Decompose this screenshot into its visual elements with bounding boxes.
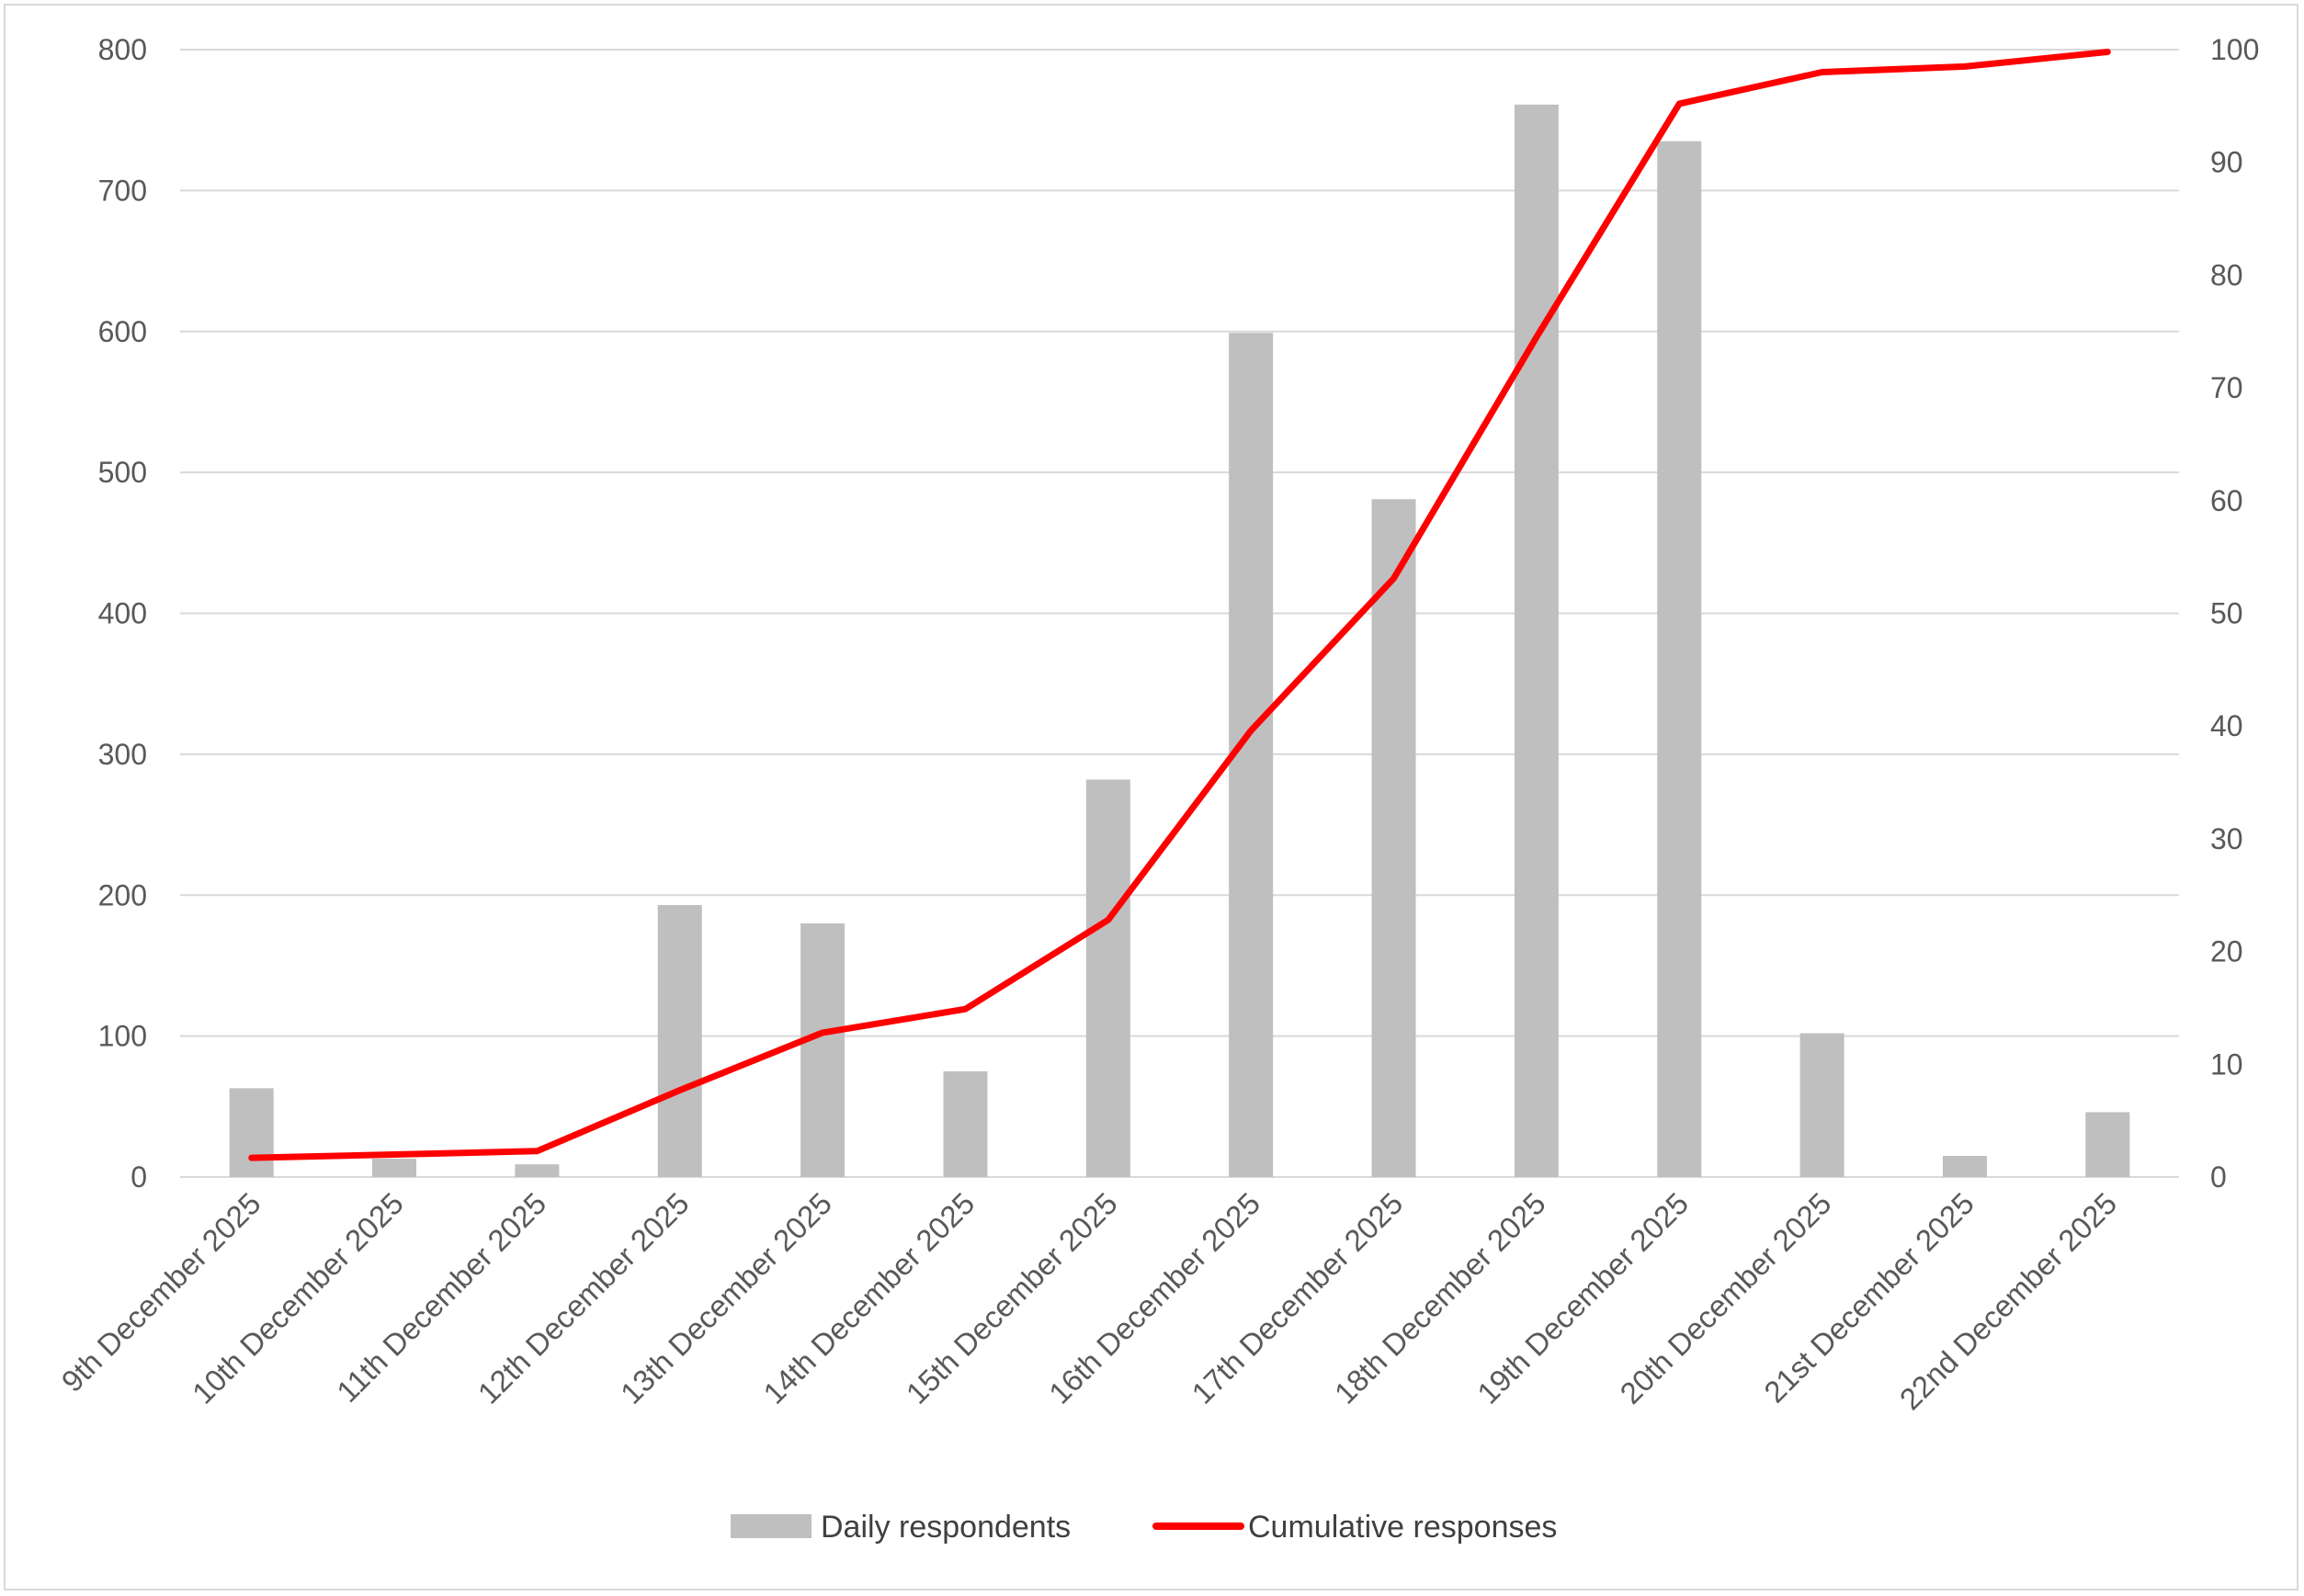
bar (2085, 1112, 2130, 1177)
right-y-tick-label: 40 (2210, 709, 2243, 742)
right-y-tick-label: 80 (2210, 258, 2243, 291)
right-y-tick-label: 60 (2210, 484, 2243, 517)
bar (800, 923, 846, 1177)
left-y-tick-label: 700 (98, 174, 147, 207)
bar (1514, 104, 1559, 1177)
bar (1657, 141, 1702, 1178)
right-y-tick-label: 70 (2210, 371, 2243, 404)
left-y-tick-label: 100 (98, 1020, 147, 1053)
bar-series-daily-respondents (229, 104, 2130, 1178)
right-y-tick-label: 20 (2210, 935, 2243, 968)
legend-label-daily-respondents: Daily respondents (821, 1510, 1071, 1545)
bar (1942, 1155, 1987, 1177)
right-y-tick-label: 10 (2210, 1047, 2243, 1081)
legend-label-cumulative-responses: Cumulative responses (1248, 1510, 1557, 1545)
legend-swatch-daily-respondents (731, 1514, 812, 1538)
right-y-tick-label: 30 (2210, 822, 2243, 855)
left-y-tick-label: 800 (98, 33, 147, 66)
gridlines (180, 49, 2179, 1178)
left-y-tick-label: 200 (98, 878, 147, 911)
left-y-tick-label: 0 (131, 1160, 147, 1194)
right-y-axis: 0 10 20 30 40 50 60 70 80 90 100 (2210, 33, 2259, 1194)
left-y-tick-label: 500 (98, 456, 147, 489)
bar (943, 1070, 988, 1177)
right-y-tick-label: 50 (2210, 597, 2243, 630)
left-y-axis: 0 100 200 300 400 500 600 700 800 (98, 33, 147, 1194)
bar (1799, 1033, 1844, 1177)
left-y-tick-label: 300 (98, 738, 147, 771)
bar (372, 1159, 417, 1177)
right-y-tick-label: 0 (2210, 1160, 2227, 1194)
chart-frame (4, 4, 2298, 1590)
bar (515, 1164, 560, 1177)
left-y-tick-label: 400 (98, 597, 147, 630)
line-series-cumulative-responses (248, 49, 2111, 1161)
right-y-tick-label: 90 (2210, 146, 2243, 179)
left-y-tick-label: 600 (98, 315, 147, 348)
bar (657, 904, 702, 1177)
bar (1371, 499, 1416, 1177)
cumulative-line (248, 49, 2111, 1161)
right-y-tick-label: 100 (2210, 33, 2259, 66)
legend: Daily respondents Cumulative responses (731, 1510, 1557, 1545)
bar (229, 1088, 274, 1177)
bar (1085, 779, 1130, 1177)
